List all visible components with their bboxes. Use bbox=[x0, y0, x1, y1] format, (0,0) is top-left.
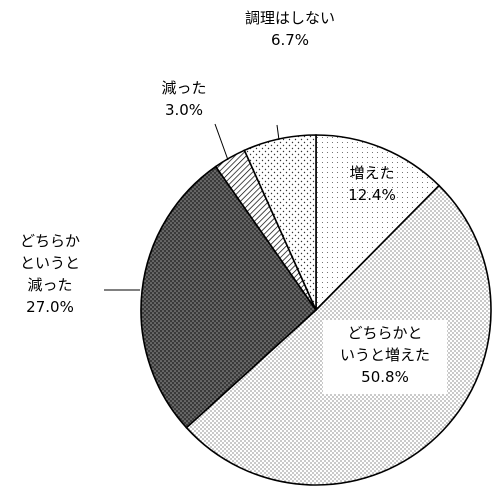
slice-category-label-3: というと bbox=[20, 254, 80, 272]
leader-line-4 bbox=[214, 123, 229, 161]
slice-category-label-4: 減った bbox=[161, 79, 206, 97]
label-background-2 bbox=[323, 320, 447, 394]
slice-category-label-2: どちらかと bbox=[347, 324, 422, 342]
pie-slice-5 bbox=[243, 134, 317, 311]
slice-value-label-5: 6.7% bbox=[271, 31, 309, 49]
pie-slice-1 bbox=[315, 134, 441, 312]
slice-value-label-4: 3.0% bbox=[165, 101, 203, 119]
slice-category-label-5: 調理はしない bbox=[245, 9, 335, 27]
slice-category-label-2: いうと増えた bbox=[340, 346, 430, 364]
slice-value-label-1: 12.4% bbox=[348, 186, 396, 204]
pie-slice-3 bbox=[140, 165, 318, 429]
slice-category-label-3: 減った bbox=[27, 276, 72, 294]
slice-value-label-3: 27.0% bbox=[26, 298, 74, 316]
leader-line-5 bbox=[276, 124, 280, 141]
slice-category-label-3: どちらか bbox=[20, 232, 80, 250]
slice-value-label-2: 50.8% bbox=[361, 368, 409, 386]
slice-category-label-1: 増えた bbox=[349, 164, 394, 182]
